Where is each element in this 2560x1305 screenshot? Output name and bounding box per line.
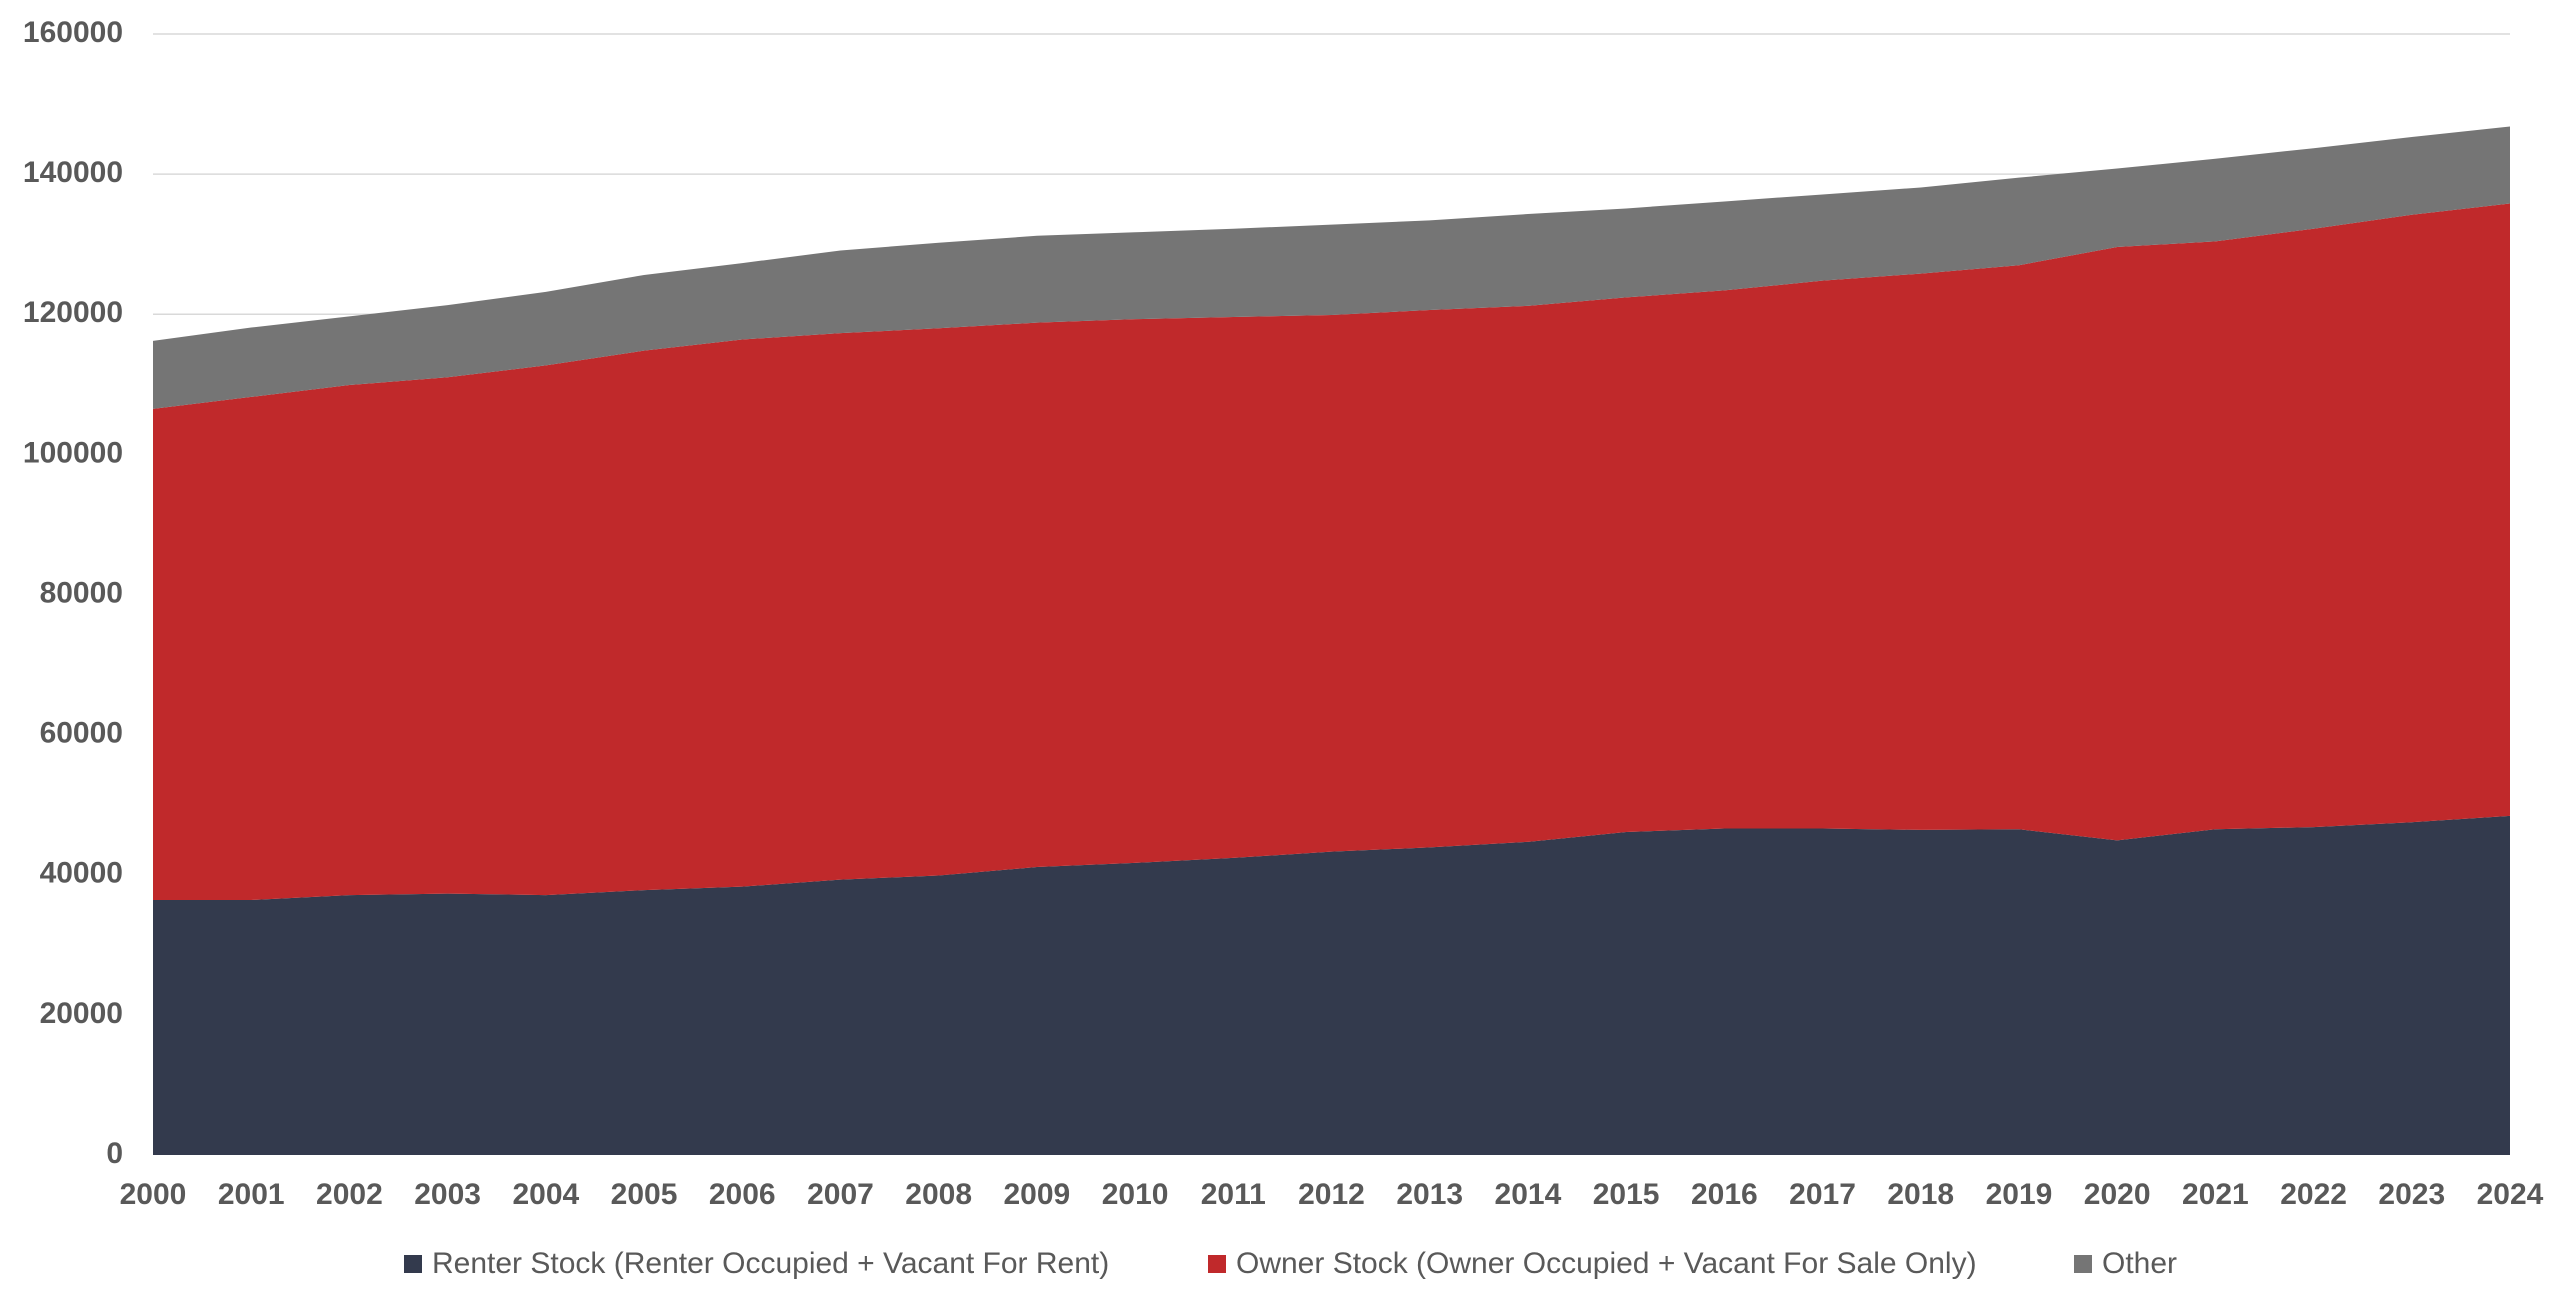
x-tick-label: 2003 (414, 1178, 481, 1211)
x-tick-label: 2013 (1396, 1178, 1463, 1211)
x-tick-label: 2008 (905, 1178, 972, 1211)
legend-swatch-renter-stock (404, 1255, 422, 1273)
x-tick-label: 2017 (1789, 1178, 1856, 1211)
legend-item-renter-stock: Renter Stock (Renter Occupied + Vacant F… (404, 1244, 1109, 1284)
x-tick-label: 2014 (1495, 1178, 1562, 1211)
x-tick-label: 2006 (709, 1178, 776, 1211)
x-tick-label: 2005 (611, 1178, 678, 1211)
area-series-renter-stock (153, 815, 2510, 1155)
x-tick-label: 2009 (1004, 1178, 1071, 1211)
y-tick-label: 140000 (23, 156, 123, 189)
legend-label-other: Other (2102, 1247, 2178, 1280)
x-tick-label: 2021 (2182, 1178, 2249, 1211)
legend-label-owner-stock: Owner Stock (Owner Occupied + Vacant For… (1236, 1247, 1977, 1280)
y-tick-label: 60000 (40, 717, 123, 750)
legend-swatch-other (2074, 1255, 2092, 1273)
legend-swatch-owner-stock (1208, 1255, 1226, 1273)
area-series-other (153, 126, 2510, 409)
x-tick-label: 2024 (2477, 1178, 2544, 1211)
y-tick-label: 40000 (40, 857, 123, 890)
x-tick-label: 2016 (1691, 1178, 1758, 1211)
x-tick-label: 2002 (316, 1178, 383, 1211)
x-tick-label: 2023 (2378, 1178, 2445, 1211)
legend-item-owner-stock: Owner Stock (Owner Occupied + Vacant For… (1208, 1244, 1977, 1284)
legend-label-renter-stock: Renter Stock (Renter Occupied + Vacant F… (432, 1247, 1110, 1280)
x-tick-label: 2007 (807, 1178, 874, 1211)
x-tick-label: 2011 (1201, 1178, 1266, 1211)
y-tick-label: 20000 (40, 997, 123, 1030)
x-tick-label: 2001 (218, 1178, 285, 1211)
x-tick-label: 2004 (512, 1178, 579, 1211)
y-tick-label: 120000 (23, 296, 123, 329)
x-tick-label: 2022 (2280, 1178, 2347, 1211)
x-tick-label: 2018 (1887, 1178, 1954, 1211)
area-series-owner-stock (153, 203, 2510, 900)
chart-plot-svg: 0 20000 40000 60000 80000 100000 120000 140000 1… (23, 16, 2544, 1211)
x-tick-label: 2019 (1986, 1178, 2053, 1211)
x-tick-label: 2010 (1102, 1178, 1169, 1211)
y-tick-label: 100000 (23, 436, 123, 469)
x-tick-label: 2012 (1298, 1178, 1365, 1211)
x-tick-label: 2000 (120, 1178, 187, 1211)
x-tick-label: 2015 (1593, 1178, 1660, 1211)
legend-item-other: Other (2074, 1244, 2177, 1284)
y-tick-label: 160000 (23, 16, 123, 49)
y-tick-label: 80000 (40, 576, 123, 609)
x-tick-label: 2020 (2084, 1178, 2151, 1211)
y-tick-label: 0 (106, 1137, 123, 1170)
chart-legend: Renter Stock (Renter Occupied + Vacant F… (0, 1244, 2560, 1284)
